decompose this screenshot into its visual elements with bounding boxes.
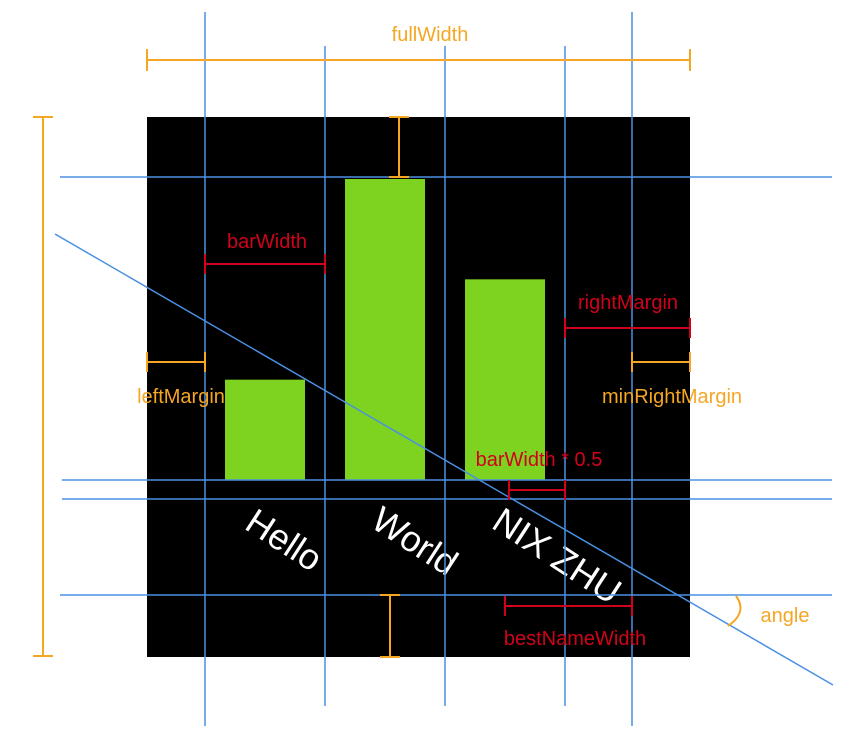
bar-nix-zhu [465, 279, 545, 480]
best-name-width-label: bestNameWidth [504, 628, 646, 650]
full-width-bracket-icon [146, 49, 691, 71]
min-right-margin-label: minRightMargin [602, 386, 742, 408]
angle-arc-icon [727, 595, 742, 627]
full-height-bracket-icon [33, 116, 53, 657]
half-bar-width-bracket-icon [508, 480, 566, 500]
bar-hello [225, 379, 305, 480]
bar-width-label: barWidth [227, 231, 307, 253]
full-width-label: fullWidth [392, 24, 469, 46]
left-margin-label: leftMargin [137, 386, 225, 408]
right-margin-bracket-icon [564, 318, 691, 338]
angle-diagonal-line [54, 233, 834, 686]
left-margin-bracket-icon [146, 352, 206, 372]
bar-width-bracket-icon [204, 254, 326, 274]
bars-group [225, 179, 545, 480]
min-right-margin-bracket-icon [631, 352, 691, 372]
right-margin-label: rightMargin [578, 292, 678, 314]
horizontal-guides [60, 176, 832, 596]
orange-dimensions [33, 49, 742, 658]
half-bar-width-label: barWidth * 0.5 [476, 449, 603, 471]
bar-world [345, 179, 425, 480]
top-margin-bracket-icon [389, 116, 409, 178]
bottom-margin-bracket-icon [380, 594, 400, 658]
red-dimensions [204, 254, 691, 616]
best-name-width-bracket-icon [504, 596, 633, 616]
angle-label: angle [761, 605, 810, 627]
